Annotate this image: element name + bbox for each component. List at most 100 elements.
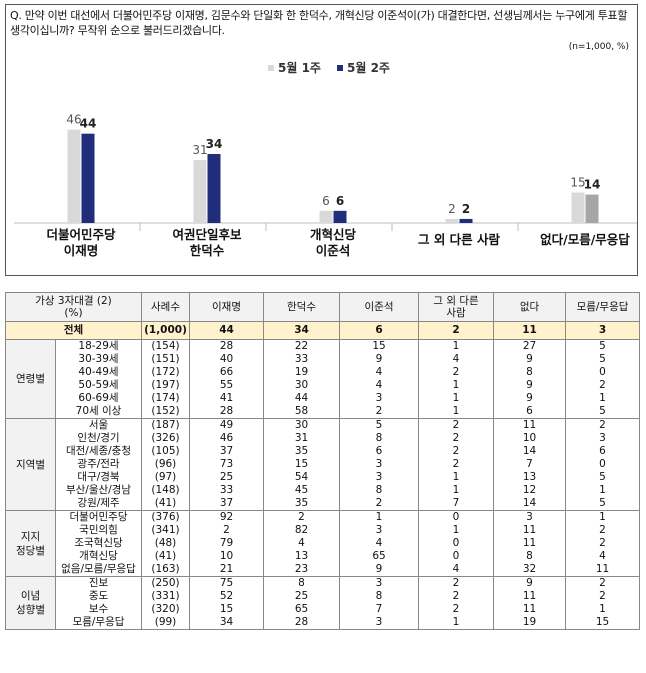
value-cell: 55	[189, 379, 264, 392]
value-cell: 1	[418, 339, 494, 353]
group-label: 이념 성향별	[5, 576, 56, 630]
value-cell: 3	[339, 458, 419, 471]
value-cell: 9	[493, 379, 566, 392]
value-cell: 0	[418, 537, 494, 550]
table-row: 대구/경북 (97) 25 54 3 1 13 5	[6, 471, 640, 484]
table-row: 국민의힘 (341) 2 82 3 1 11 2	[6, 524, 640, 537]
value-cell: 2	[339, 497, 419, 511]
value-cell: 2	[418, 366, 494, 379]
value-cell: 41	[189, 392, 264, 405]
value-cell: 2	[189, 524, 264, 537]
bar	[319, 210, 333, 223]
value-cell: 2	[418, 603, 494, 616]
value-cell: 31	[263, 432, 340, 445]
value-cell: 11	[493, 603, 566, 616]
row-label: 전체	[5, 321, 142, 340]
category-label: 여권단일후보	[172, 227, 242, 242]
table-header-col: 한덕수	[263, 292, 340, 322]
value-cell: 2	[418, 445, 494, 458]
bar	[81, 133, 95, 223]
value-cell: 2	[339, 405, 419, 419]
data-label: 14	[584, 178, 601, 192]
data-label: 2	[462, 202, 470, 216]
category-label: 없다/모름/무응답	[540, 232, 630, 247]
value-cell: 34	[189, 616, 264, 630]
value-cell: 13	[263, 550, 340, 563]
table-row: 대전/세종/충청 (105) 37 35 6 2 14 6	[6, 445, 640, 458]
row-label: 30-39세	[55, 353, 142, 366]
value-cell: 52	[189, 590, 264, 603]
value-cell: 4	[565, 550, 640, 563]
value-cell: 23	[263, 563, 340, 577]
category-label: 개혁신당	[310, 227, 357, 242]
bar	[459, 218, 473, 223]
value-cell: 5	[565, 339, 640, 353]
value-cell: 5	[565, 353, 640, 366]
sample-size: (99)	[141, 616, 190, 630]
row-label: 국민의힘	[55, 524, 142, 537]
row-label: 대구/경북	[55, 471, 142, 484]
category-label: 이준석	[316, 243, 351, 258]
value-cell: 1	[565, 392, 640, 405]
data-label: 6	[336, 194, 344, 208]
value-cell: 1	[565, 510, 640, 524]
sample-size: (331)	[141, 590, 190, 603]
data-label: 31	[192, 143, 207, 157]
bar	[585, 194, 599, 223]
value-cell: 35	[263, 445, 340, 458]
row-label: 18-29세	[55, 339, 142, 353]
value-cell: 5	[339, 418, 419, 432]
value-cell: 2	[263, 510, 340, 524]
table-header-n: 사례수	[141, 292, 190, 322]
value-cell: 1	[339, 510, 419, 524]
bar	[571, 192, 585, 223]
row-label: 조국혁신당	[55, 537, 142, 550]
bar	[207, 153, 221, 223]
sample-size: (197)	[141, 379, 190, 392]
table-row: 모름/무응답 (99) 34 28 3 1 19 15	[6, 616, 640, 630]
value-cell: 8	[339, 432, 419, 445]
value-cell: 73	[189, 458, 264, 471]
table-row: 지역별 서울 (187) 49 30 5 2 11 2	[5, 418, 640, 511]
sample-size: (152)	[141, 405, 190, 419]
category-label: 한덕수	[190, 243, 225, 258]
value-cell: 9	[493, 576, 566, 590]
data-label: 46	[66, 113, 81, 127]
value-cell: 46	[189, 432, 264, 445]
value-cell: 1	[418, 484, 494, 497]
table-row: 70세 이상 (152) 28 58 2 1 6 5	[6, 405, 640, 419]
value-cell: 0	[565, 366, 640, 379]
value-cell: 1	[565, 603, 640, 616]
value-cell: 2	[418, 418, 494, 432]
sample-size: (341)	[141, 524, 190, 537]
value-cell: 19	[263, 366, 340, 379]
table-row: 강원/제주 (41) 37 35 2 7 14 5	[6, 497, 640, 511]
value-cell: 1	[565, 484, 640, 497]
value-cell: 25	[263, 590, 340, 603]
value-cell: 37	[189, 445, 264, 458]
value-cell: 6	[339, 321, 419, 340]
value-cell: 2	[565, 418, 640, 432]
table-header-col: 이재명	[189, 292, 264, 322]
value-cell: 65	[263, 603, 340, 616]
value-cell: 30	[263, 379, 340, 392]
value-cell: 28	[189, 405, 264, 419]
row-label: 70세 이상	[55, 405, 142, 419]
bar	[333, 210, 347, 223]
row-label: 모름/무응답	[55, 616, 142, 630]
sample-size: (320)	[141, 603, 190, 616]
row-label: 60-69세	[55, 392, 142, 405]
value-cell: 2	[565, 590, 640, 603]
table-header-title: 가상 3자대결 (2) (%)	[5, 292, 142, 322]
survey-question: Q. 만약 이번 대선에서 더불어민주당 이재명, 김문수와 단일화 한 한덕수…	[10, 9, 628, 37]
value-cell: 21	[189, 563, 264, 577]
sample-size: (326)	[141, 432, 190, 445]
table-row: 부산/울산/경남 (148) 33 45 8 1 12 1	[6, 484, 640, 497]
value-cell: 32	[493, 563, 566, 577]
data-label: 15	[570, 176, 585, 190]
value-cell: 0	[565, 458, 640, 471]
value-cell: 19	[493, 616, 566, 630]
row-label: 강원/제주	[55, 497, 142, 511]
value-cell: 4	[418, 353, 494, 366]
